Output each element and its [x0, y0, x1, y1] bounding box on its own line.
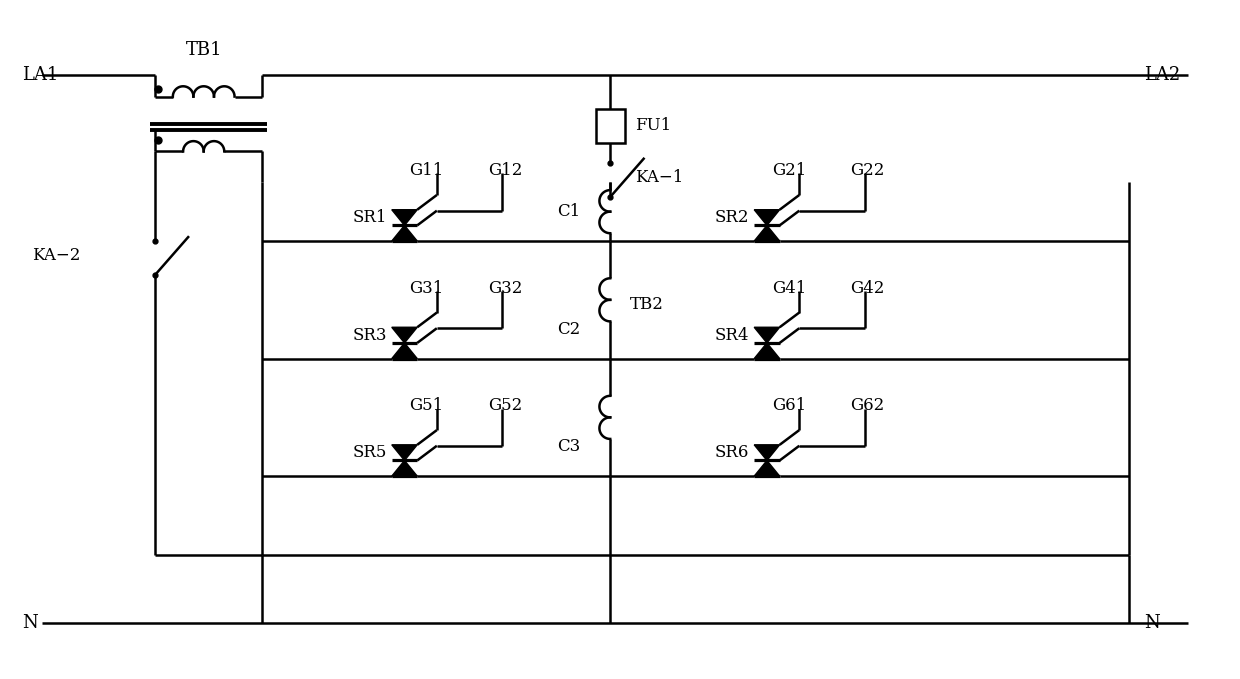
Polygon shape: [754, 225, 780, 241]
Text: G52: G52: [487, 397, 522, 414]
Text: G42: G42: [851, 280, 884, 297]
Polygon shape: [392, 445, 417, 460]
Polygon shape: [392, 225, 417, 241]
Polygon shape: [754, 445, 780, 460]
Text: LA1: LA1: [22, 66, 58, 84]
Text: TB1: TB1: [186, 41, 222, 59]
Polygon shape: [754, 460, 780, 476]
Polygon shape: [754, 210, 780, 225]
Text: G51: G51: [409, 397, 444, 414]
Text: C1: C1: [558, 203, 580, 220]
Text: G31: G31: [409, 280, 444, 297]
Text: SR6: SR6: [715, 444, 749, 461]
Text: C3: C3: [558, 438, 580, 455]
Polygon shape: [392, 343, 417, 359]
Text: SR5: SR5: [352, 444, 387, 461]
Text: SR4: SR4: [714, 327, 749, 344]
Text: KA−2: KA−2: [32, 247, 81, 264]
Text: FU1: FU1: [635, 117, 671, 134]
Text: G22: G22: [851, 162, 884, 179]
Text: G62: G62: [851, 397, 884, 414]
Text: C2: C2: [558, 320, 580, 337]
Text: G41: G41: [771, 280, 806, 297]
Text: G11: G11: [409, 162, 444, 179]
Polygon shape: [392, 460, 417, 476]
Text: G61: G61: [771, 397, 806, 414]
Polygon shape: [392, 210, 417, 225]
Text: N: N: [22, 614, 38, 632]
Text: KA−1: KA−1: [635, 169, 683, 186]
Text: LA2: LA2: [1145, 66, 1180, 84]
Bar: [595, 109, 625, 143]
Text: G21: G21: [771, 162, 806, 179]
Text: SR2: SR2: [714, 209, 749, 226]
Polygon shape: [754, 343, 780, 359]
Text: G32: G32: [487, 280, 522, 297]
Text: G12: G12: [487, 162, 522, 179]
Text: TB2: TB2: [630, 296, 663, 313]
Text: SR3: SR3: [352, 327, 387, 344]
Polygon shape: [754, 327, 780, 343]
Text: SR1: SR1: [352, 209, 387, 226]
Text: N: N: [1145, 614, 1159, 632]
Polygon shape: [392, 327, 417, 343]
